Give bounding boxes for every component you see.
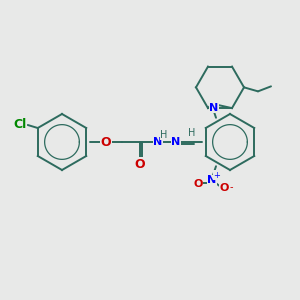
- Text: N: N: [207, 175, 217, 185]
- Text: H: H: [188, 128, 196, 138]
- Text: O: O: [101, 136, 111, 148]
- Text: Cl: Cl: [13, 118, 26, 130]
- Text: H: H: [160, 130, 168, 140]
- Text: O: O: [193, 179, 203, 189]
- Text: N: N: [171, 137, 181, 147]
- Text: O: O: [219, 183, 229, 193]
- Text: N: N: [209, 103, 219, 113]
- Text: O: O: [135, 158, 145, 170]
- Text: +: +: [214, 171, 220, 180]
- Text: N: N: [153, 137, 163, 147]
- Text: -: -: [229, 182, 233, 192]
